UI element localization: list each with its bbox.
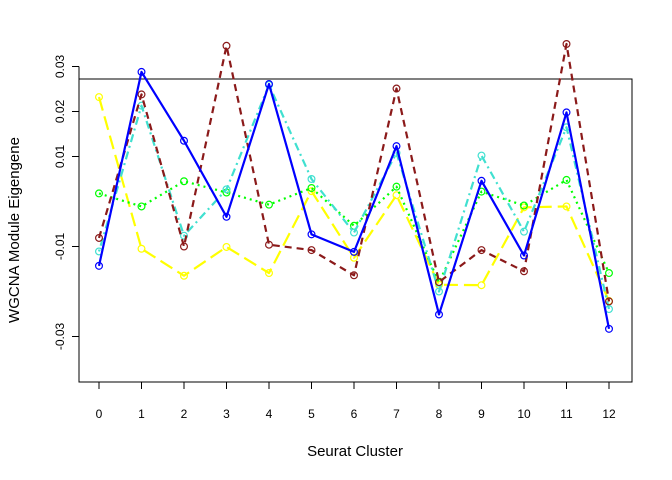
data-point [477, 151, 486, 160]
data-point [604, 269, 613, 278]
data-point [519, 227, 528, 236]
series-line [97, 70, 611, 330]
x-tick-label: 2 [181, 407, 188, 421]
data-point [222, 41, 231, 50]
data-point [180, 177, 189, 186]
data-point [604, 297, 613, 306]
x-tick-label: 11 [560, 407, 573, 421]
data-point [265, 240, 274, 249]
x-tick-label: 3 [223, 407, 230, 421]
data-point [477, 176, 486, 185]
data-point [94, 233, 103, 242]
data-point [137, 244, 146, 253]
series-3 [94, 39, 613, 306]
data-point [222, 212, 231, 221]
y-tick-label: 0.01 [53, 144, 67, 168]
data-point [307, 230, 316, 239]
data-point [94, 189, 103, 198]
data-point [350, 228, 359, 237]
data-point [350, 271, 359, 280]
data-point [180, 136, 189, 145]
data-point [94, 261, 103, 270]
x-tick-label: 9 [478, 407, 485, 421]
data-point [265, 269, 274, 278]
data-point [392, 142, 401, 151]
series-line [97, 42, 611, 302]
data-point [265, 200, 274, 209]
data-point [137, 90, 146, 99]
data-point [307, 184, 316, 193]
data-point [222, 242, 231, 251]
data-point [562, 175, 571, 184]
y-tick-label: -0.03 [53, 323, 67, 351]
y-tick-label: 0.03 [53, 54, 67, 78]
x-tick-label: 1 [138, 407, 145, 421]
data-point [519, 201, 528, 210]
x-axis-title: Seurat Cluster [307, 443, 403, 460]
y-tick-label: 0.02 [53, 99, 67, 123]
data-point [350, 247, 359, 256]
series-2 [94, 80, 613, 314]
data-point [180, 242, 189, 251]
x-tick-label: 7 [393, 407, 400, 421]
series-line [97, 96, 611, 302]
data-point [350, 253, 359, 262]
data-point [392, 182, 401, 191]
data-point [392, 84, 401, 93]
data-point [137, 67, 146, 76]
data-point [392, 191, 401, 200]
data-point [562, 108, 571, 117]
x-tick-label: 10 [517, 407, 531, 421]
series-layer [94, 39, 613, 333]
data-point [265, 80, 274, 89]
x-tick-label: 12 [602, 407, 616, 421]
y-tick-label: -0.01 [53, 233, 67, 261]
x-tick-label: 6 [351, 407, 358, 421]
data-point [435, 310, 444, 319]
data-point [307, 187, 316, 196]
data-point [222, 185, 231, 194]
data-point [519, 251, 528, 260]
series-line [97, 83, 611, 310]
data-point [94, 93, 103, 102]
data-point [307, 175, 316, 184]
y-axis-title: WGCNA Module Eigengene [6, 137, 23, 323]
x-tick-label: 4 [266, 407, 273, 421]
data-point [435, 278, 444, 287]
data-point [562, 202, 571, 211]
data-point [180, 271, 189, 280]
data-point [519, 267, 528, 276]
data-point [137, 202, 146, 211]
data-point [477, 281, 486, 290]
data-point [477, 246, 486, 255]
data-point [435, 287, 444, 296]
data-point [604, 324, 613, 333]
data-point [562, 39, 571, 48]
axes: 0 1 2 3 4 5 6 7 8 9 10 11 12-0.03-0.010.010.020.03 [53, 54, 616, 421]
series-4 [94, 67, 613, 333]
x-tick-label: 0 [96, 407, 103, 421]
x-tick-label: 8 [436, 407, 443, 421]
x-tick-label: 5 [308, 407, 315, 421]
data-point [307, 246, 316, 255]
